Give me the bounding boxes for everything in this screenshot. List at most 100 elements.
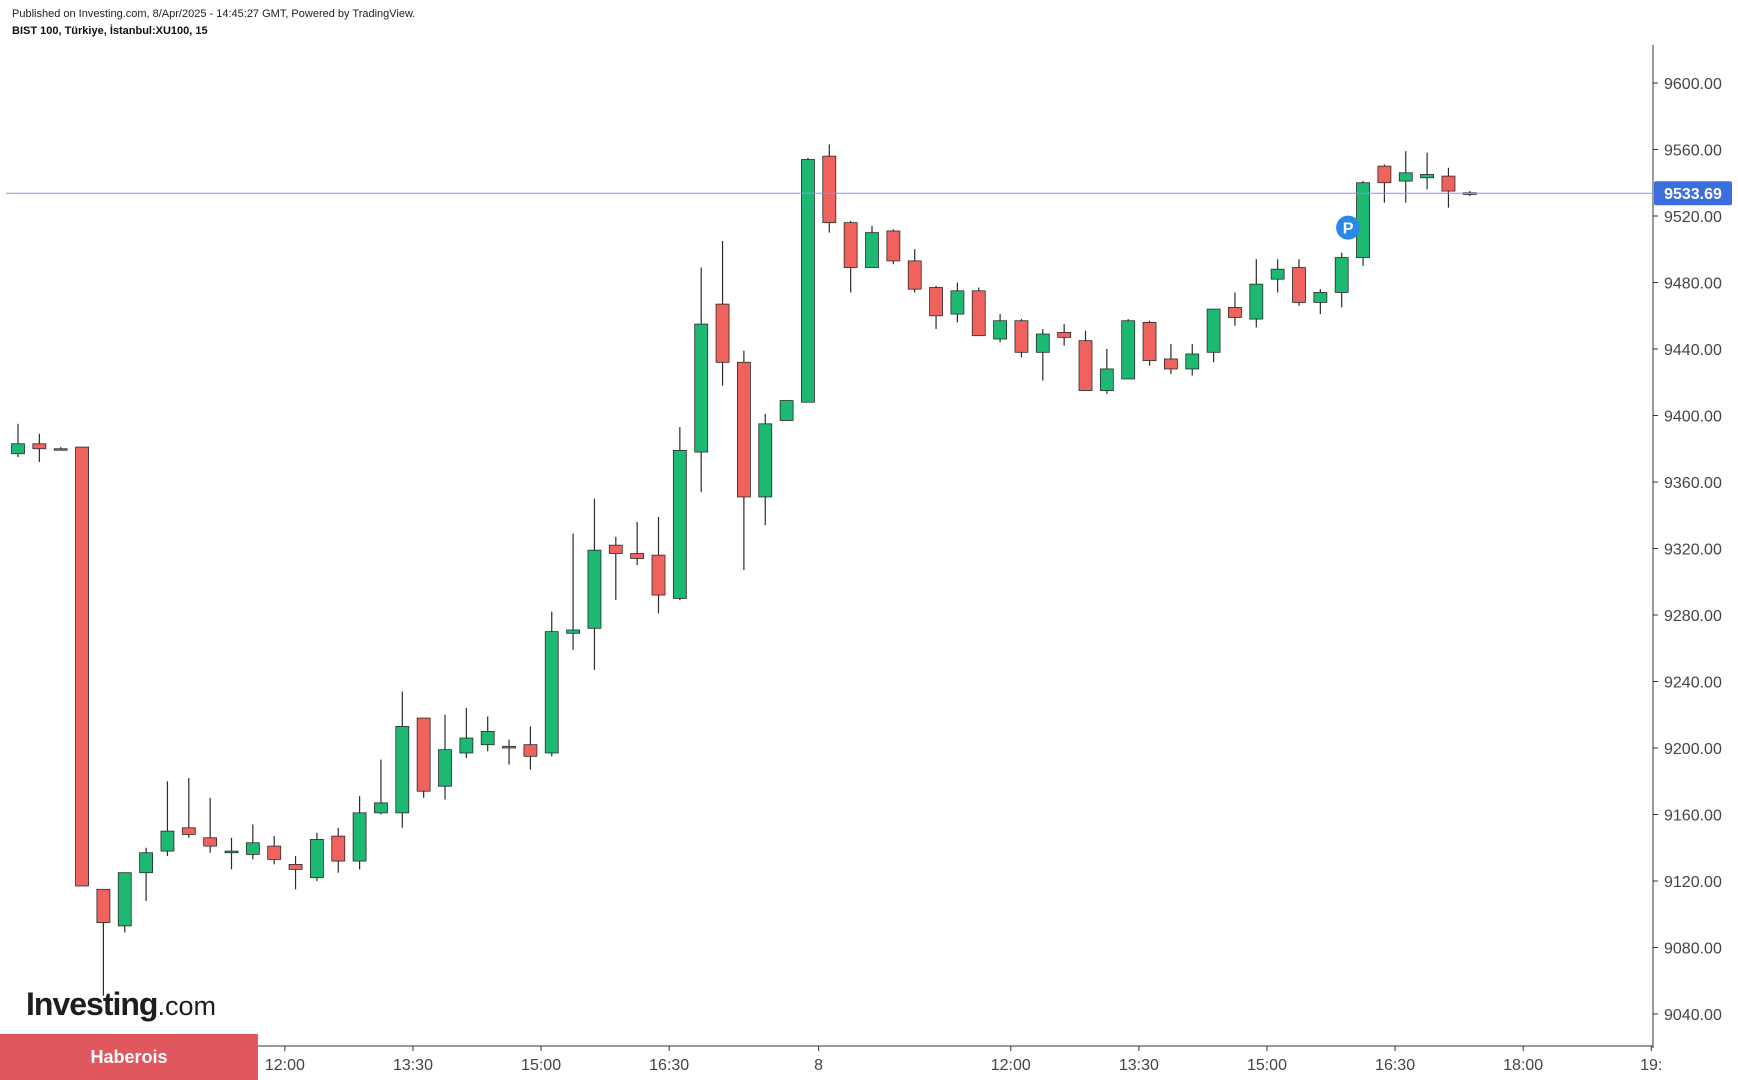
candle	[608, 536, 623, 601]
candle	[865, 225, 879, 268]
candle-body-up	[1334, 257, 1349, 293]
candle-body-up	[1270, 268, 1285, 280]
candle	[843, 220, 858, 293]
candle-body-up	[53, 448, 68, 451]
candle	[1014, 319, 1029, 358]
candle	[267, 836, 282, 865]
y-tick-label: 9600.00	[1664, 76, 1722, 93]
candle	[1270, 259, 1285, 293]
candle-body-down	[651, 554, 666, 596]
chart-header: Published on Investing.com, 8/Apr/2025 -…	[12, 6, 415, 40]
candle-body-up	[587, 549, 602, 629]
candle-body-down	[737, 361, 751, 498]
last-price-label: 9533.69	[1664, 186, 1722, 203]
candle-body-down	[75, 446, 89, 887]
candle	[53, 447, 68, 451]
x-tick-label: 8	[814, 1057, 823, 1074]
logo-brand: Investing	[26, 986, 158, 1022]
candle	[416, 717, 431, 798]
y-tick-label: 9120.00	[1664, 874, 1722, 891]
candle	[630, 521, 645, 566]
candle-body-up	[139, 852, 154, 874]
candle-body-up	[395, 725, 410, 814]
y-tick-label: 9520.00	[1664, 209, 1722, 226]
candle-body-down	[523, 744, 538, 757]
candle	[672, 427, 687, 601]
candle-body-down	[288, 863, 303, 870]
y-tick-label: 9160.00	[1664, 808, 1722, 825]
candle	[1398, 151, 1413, 203]
candle-body-down	[1441, 175, 1456, 192]
candle	[245, 824, 260, 860]
candle-body-down	[416, 717, 431, 792]
candle	[139, 847, 154, 901]
x-tick-label: 16:30	[649, 1057, 689, 1074]
candle-body-down	[1377, 165, 1392, 184]
y-tick-label: 9400.00	[1664, 409, 1722, 426]
watermark: Haberois	[0, 1034, 258, 1080]
p-marker[interactable]: P	[1336, 215, 1361, 240]
marker-layer[interactable]: P	[1336, 215, 1361, 240]
candle-body-down	[1164, 358, 1178, 370]
investing-logo: Investing.com	[26, 986, 216, 1023]
candle-body-up	[1206, 308, 1221, 353]
candle	[801, 157, 815, 403]
candle	[587, 498, 602, 670]
candle-body-up	[352, 812, 367, 862]
candle-body-up	[1313, 292, 1328, 303]
candle-body-up	[1185, 353, 1200, 370]
candle	[1035, 329, 1050, 381]
candle-body-up	[1249, 283, 1264, 320]
candle-body-up	[544, 631, 559, 754]
y-tick-label: 9240.00	[1664, 675, 1722, 692]
candle-body-down	[267, 845, 282, 860]
symbol-title: BIST 100, Türkiye, İstanbul:XU100, 15	[12, 25, 208, 37]
candle-body-down	[1292, 267, 1306, 303]
candle-body-up	[1035, 333, 1050, 353]
candle	[32, 433, 47, 463]
candle-body-up	[758, 423, 773, 498]
candle-body-down	[32, 443, 47, 450]
candle	[224, 837, 239, 870]
candle-body-down	[181, 827, 196, 835]
candle-body-up	[245, 842, 260, 855]
candle-body-up	[1121, 320, 1136, 380]
candle	[160, 781, 175, 857]
candle-body-up	[1099, 368, 1114, 391]
x-tick-label: 15:00	[521, 1057, 561, 1074]
candle-body-up	[160, 830, 175, 852]
candle-body-down	[1228, 307, 1242, 318]
x-tick-label: 12:00	[991, 1057, 1031, 1074]
candle	[395, 691, 410, 828]
candle-body-up	[672, 450, 687, 599]
candle	[1334, 252, 1349, 308]
y-tick-label: 9440.00	[1664, 342, 1722, 359]
candle-body-down	[1057, 331, 1072, 338]
candle	[374, 759, 388, 815]
p-marker-label[interactable]: P	[1343, 221, 1354, 238]
candle	[737, 350, 751, 571]
candle	[929, 285, 943, 330]
candle	[651, 516, 666, 614]
x-tick-label: 12:00	[265, 1057, 305, 1074]
candle	[203, 797, 218, 853]
candle-body-up	[1356, 182, 1370, 258]
y-tick-label: 9200.00	[1664, 741, 1722, 758]
candle	[352, 796, 367, 870]
candle-body-up	[1398, 172, 1413, 182]
candle	[1420, 152, 1434, 190]
candle	[523, 726, 538, 770]
candle-body-down	[630, 553, 645, 559]
p-marker-circle[interactable]	[1336, 215, 1361, 240]
candle	[822, 144, 837, 233]
candles-layer	[11, 144, 1477, 996]
candle	[950, 282, 965, 323]
candle	[715, 240, 730, 386]
candle-body-up	[459, 737, 474, 754]
y-tick-label: 9560.00	[1664, 143, 1722, 160]
candle-body-up	[438, 749, 452, 787]
candle	[181, 777, 196, 838]
y-tick-label: 9080.00	[1664, 941, 1722, 958]
candle	[96, 888, 111, 996]
